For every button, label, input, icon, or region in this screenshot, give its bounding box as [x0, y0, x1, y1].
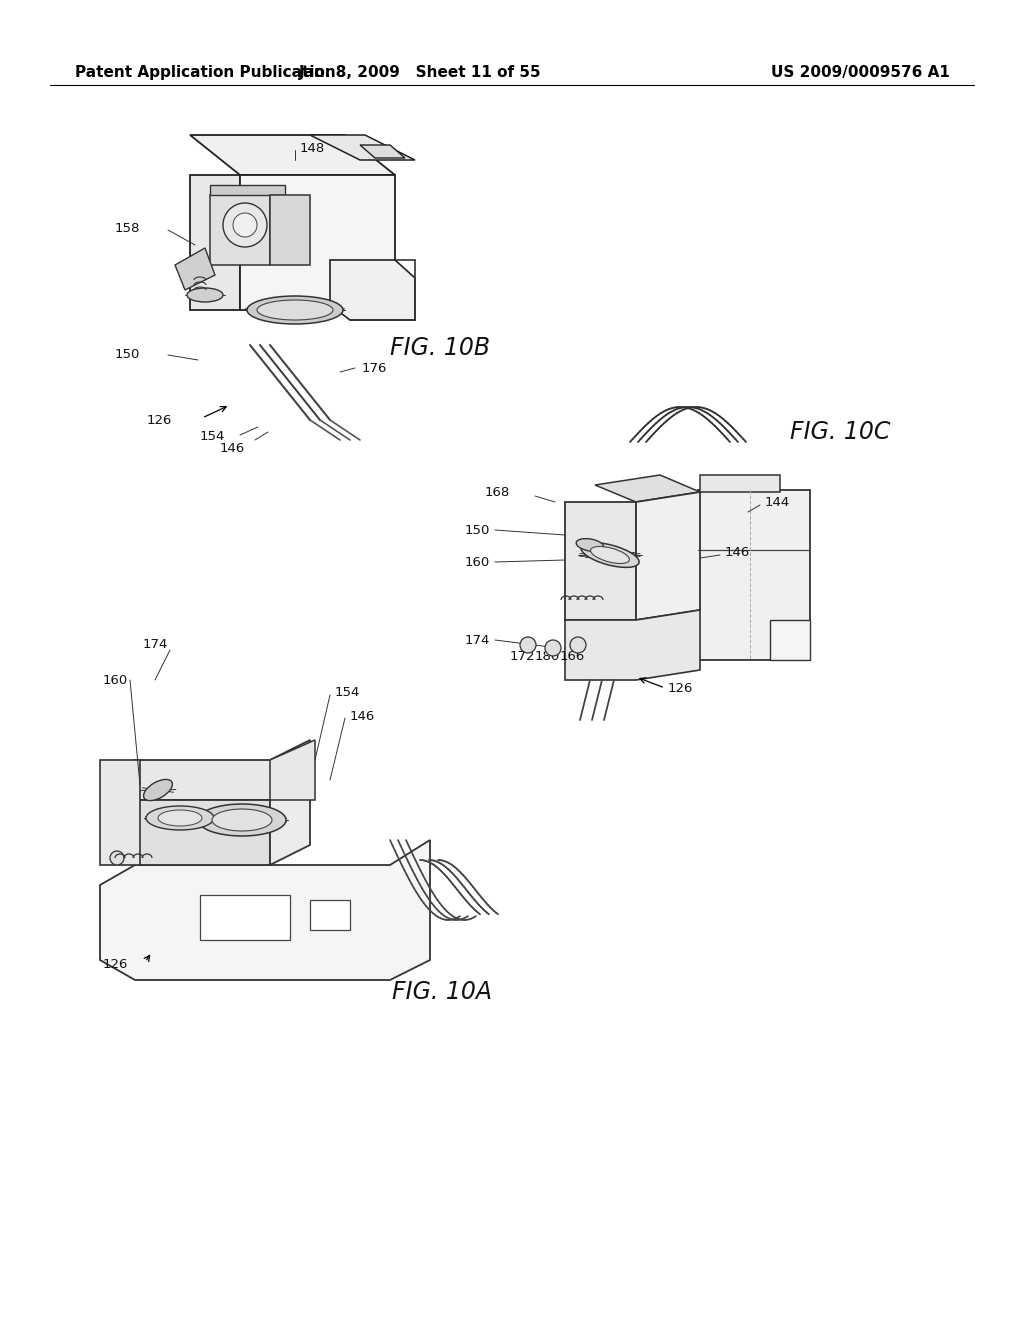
Polygon shape: [135, 741, 310, 800]
Polygon shape: [310, 900, 350, 931]
Polygon shape: [565, 610, 700, 680]
Circle shape: [520, 638, 536, 653]
Text: FIG. 10A: FIG. 10A: [392, 979, 492, 1005]
Text: FIG. 10C: FIG. 10C: [790, 420, 891, 444]
Ellipse shape: [212, 809, 272, 832]
Polygon shape: [210, 195, 270, 265]
Text: 150: 150: [115, 348, 140, 362]
Polygon shape: [270, 195, 310, 265]
Text: 174: 174: [465, 634, 490, 647]
Text: FIG. 10B: FIG. 10B: [390, 337, 490, 360]
Circle shape: [570, 638, 586, 653]
Ellipse shape: [591, 546, 630, 564]
Polygon shape: [330, 260, 415, 319]
Polygon shape: [636, 492, 700, 620]
Ellipse shape: [187, 288, 223, 302]
Text: 146: 146: [220, 441, 245, 454]
Circle shape: [233, 213, 257, 238]
Polygon shape: [770, 620, 810, 660]
Polygon shape: [100, 840, 430, 979]
Text: 154: 154: [335, 686, 360, 700]
Text: Patent Application Publication: Patent Application Publication: [75, 65, 336, 79]
Text: 150: 150: [465, 524, 490, 536]
Text: 166: 166: [560, 651, 586, 664]
Text: 172: 172: [510, 651, 536, 664]
Text: 176: 176: [362, 362, 387, 375]
Text: 160: 160: [102, 673, 128, 686]
Text: 160: 160: [465, 556, 490, 569]
Ellipse shape: [146, 807, 214, 830]
Polygon shape: [310, 135, 415, 160]
Polygon shape: [240, 176, 395, 310]
Text: 168: 168: [484, 487, 510, 499]
Polygon shape: [135, 800, 270, 865]
Polygon shape: [270, 741, 315, 800]
Polygon shape: [190, 176, 240, 310]
Text: 146: 146: [350, 710, 375, 722]
Polygon shape: [190, 135, 395, 176]
Ellipse shape: [158, 810, 202, 826]
Polygon shape: [700, 475, 780, 492]
Polygon shape: [210, 185, 285, 195]
Text: 146: 146: [725, 546, 751, 560]
Text: 148: 148: [300, 141, 326, 154]
Text: 126: 126: [102, 958, 128, 972]
Polygon shape: [565, 502, 636, 620]
Polygon shape: [698, 490, 810, 660]
Circle shape: [545, 640, 561, 656]
Text: Jan. 8, 2009   Sheet 11 of 55: Jan. 8, 2009 Sheet 11 of 55: [299, 65, 542, 79]
Text: US 2009/0009576 A1: US 2009/0009576 A1: [771, 65, 950, 79]
Polygon shape: [270, 780, 310, 865]
Polygon shape: [200, 895, 290, 940]
Polygon shape: [360, 145, 406, 158]
Ellipse shape: [247, 296, 343, 323]
Text: 174: 174: [142, 639, 168, 652]
Ellipse shape: [143, 779, 172, 801]
Text: 180: 180: [535, 651, 560, 664]
Text: 154: 154: [200, 430, 225, 444]
Ellipse shape: [198, 804, 286, 836]
Polygon shape: [100, 760, 140, 865]
Ellipse shape: [581, 543, 639, 568]
Text: 144: 144: [765, 496, 791, 510]
Polygon shape: [175, 248, 215, 290]
Text: 126: 126: [146, 413, 172, 426]
Circle shape: [223, 203, 267, 247]
Ellipse shape: [577, 539, 604, 552]
Text: 158: 158: [115, 222, 140, 235]
Polygon shape: [595, 475, 700, 502]
Circle shape: [110, 851, 124, 865]
Ellipse shape: [257, 300, 333, 319]
Text: 126: 126: [668, 681, 693, 694]
